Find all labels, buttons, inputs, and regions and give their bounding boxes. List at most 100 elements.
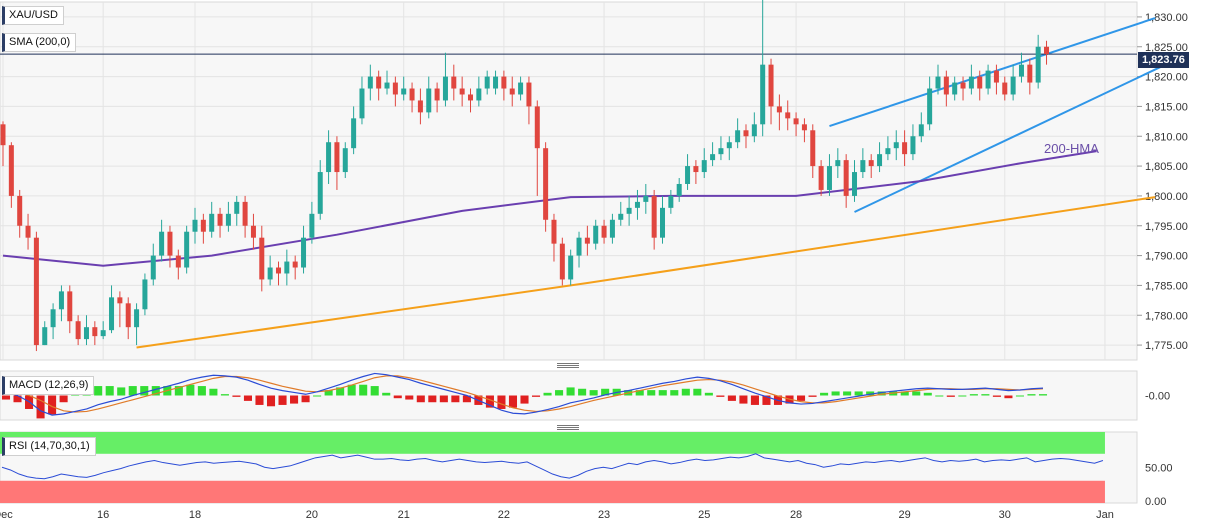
candle-body	[868, 160, 874, 167]
candle	[509, 76, 515, 107]
macd-histogram-bar	[750, 395, 759, 405]
candle-body	[551, 219, 557, 244]
macd-histogram-bar	[324, 390, 333, 396]
pane-resize-handle-2[interactable]	[557, 425, 579, 431]
macd-histogram-bar	[578, 388, 587, 396]
candle	[1027, 58, 1033, 95]
candle	[67, 285, 73, 334]
rsi-legend[interactable]: RSI (14,70,30,1)	[2, 437, 96, 456]
last-price-label: 1,823.76	[1138, 52, 1189, 68]
macd-histogram-bar	[359, 384, 368, 396]
candle	[17, 189, 23, 238]
candle	[150, 243, 156, 286]
macd-histogram-bar	[589, 390, 598, 396]
candle	[885, 136, 891, 161]
macd-histogram-bar	[866, 391, 875, 396]
candle	[902, 130, 908, 167]
candle	[200, 213, 206, 244]
candle	[626, 195, 632, 226]
macd-histogram-bar	[209, 388, 218, 396]
candle-body	[576, 237, 582, 256]
candle-body	[509, 88, 515, 95]
pane-resize-handle-1[interactable]	[557, 363, 579, 369]
candle	[584, 225, 590, 256]
candle-body	[267, 267, 273, 280]
candle-body	[250, 225, 256, 238]
symbol-legend[interactable]: XAU/USD	[2, 6, 64, 25]
candle-body	[284, 261, 290, 274]
price-tick-label: 1,810.00	[1145, 131, 1188, 143]
candle	[326, 130, 332, 184]
macd-histogram-bar	[1015, 395, 1024, 397]
candle	[426, 76, 432, 119]
candle	[342, 142, 348, 179]
macd-histogram-bar	[1004, 395, 1013, 399]
macd-histogram-bar	[94, 386, 103, 396]
candle-body	[918, 124, 924, 137]
candle-body	[200, 219, 206, 232]
macd-histogram-bar	[485, 395, 494, 408]
candle-body	[317, 172, 323, 214]
candle-body	[234, 201, 240, 214]
macd-histogram-bar	[1038, 394, 1048, 396]
candle	[726, 136, 732, 161]
macd-histogram-bar	[670, 390, 679, 396]
macd-histogram-bar	[347, 384, 356, 396]
macd-histogram-bar	[416, 395, 425, 403]
candle-body	[534, 106, 540, 149]
candle-body	[977, 76, 983, 89]
candle-body	[25, 225, 31, 238]
candle	[184, 225, 190, 274]
candle	[92, 321, 98, 346]
candle-body	[376, 76, 382, 89]
time-axis-label: 18	[189, 509, 201, 521]
candle-body	[1027, 64, 1033, 83]
candle	[284, 249, 290, 286]
macd-histogram-bar	[843, 391, 852, 396]
candle	[685, 154, 691, 190]
macd-histogram-bar	[877, 391, 886, 396]
price-tick-label: 1,825.00	[1145, 42, 1188, 54]
macd-histogram-bar	[923, 392, 932, 396]
candle	[526, 76, 532, 125]
macd-histogram-bar	[393, 395, 402, 399]
candle-body	[751, 124, 757, 137]
rsi-line	[1, 453, 1104, 480]
macd-legend[interactable]: MACD (12,26,9)	[2, 376, 95, 395]
macd-histogram-bar	[831, 391, 840, 396]
macd-histogram-bar	[59, 395, 68, 403]
channel-lower-line	[854, 60, 1173, 213]
candle	[960, 76, 966, 101]
candle-body	[568, 255, 574, 280]
candle	[543, 142, 549, 232]
candle-body	[826, 166, 832, 190]
macd-histogram-bar	[1, 395, 11, 400]
macd-histogram-bar	[255, 395, 264, 405]
macd-histogram-bar	[197, 386, 206, 396]
sma-legend[interactable]: SMA (200,0)	[2, 33, 77, 52]
macd-histogram-bar	[428, 395, 437, 403]
candle-body	[659, 207, 666, 238]
candle-body	[743, 130, 749, 137]
candle	[309, 201, 315, 244]
candle	[993, 64, 999, 95]
candle	[275, 261, 281, 286]
macd-histogram-bar	[232, 395, 241, 397]
candle	[401, 76, 407, 101]
candle	[1035, 34, 1041, 89]
candle-body	[259, 237, 265, 280]
candle	[1002, 76, 1008, 101]
candle	[75, 315, 81, 346]
macd-histogram-bar	[727, 395, 736, 401]
candle	[776, 94, 782, 131]
candle-body	[701, 160, 707, 173]
candle-body	[960, 82, 966, 89]
candle	[810, 124, 816, 179]
candle-body	[8, 145, 14, 196]
candle-body	[225, 213, 231, 226]
candle-body	[326, 142, 332, 173]
candle-body	[451, 76, 457, 89]
macd-histogram-bar	[105, 386, 114, 396]
time-axis-label: 25	[698, 509, 710, 521]
macd-histogram-bar	[451, 395, 460, 403]
